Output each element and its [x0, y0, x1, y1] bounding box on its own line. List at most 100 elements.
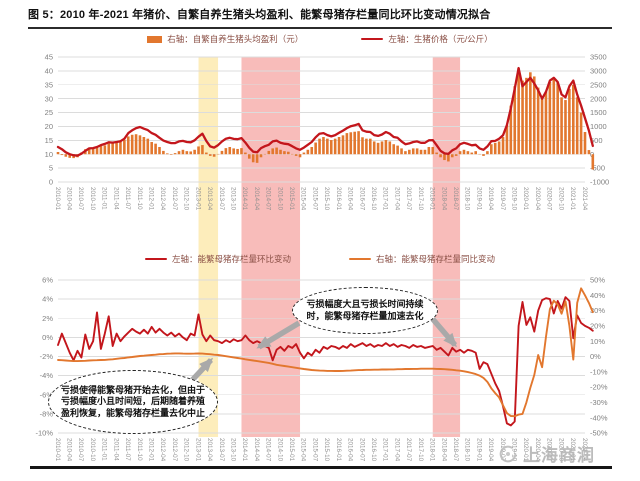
legend-label: 右轴：能繁母猪存栏量同比变动 — [376, 254, 496, 264]
svg-text:-50%: -50% — [590, 429, 608, 438]
svg-text:10%: 10% — [590, 337, 605, 346]
svg-text:2012-10: 2012-10 — [183, 438, 190, 462]
svg-text:2016-04: 2016-04 — [347, 187, 354, 211]
svg-text:2016-01: 2016-01 — [335, 187, 342, 211]
svg-text:2020-04: 2020-04 — [534, 187, 541, 211]
svg-text:2014-10: 2014-10 — [276, 438, 283, 462]
svg-text:2012-04: 2012-04 — [159, 438, 166, 462]
svg-text:0: 0 — [49, 178, 53, 187]
svg-text:2013-07: 2013-07 — [218, 438, 225, 462]
svg-text:2016-01: 2016-01 — [335, 438, 342, 462]
annotation-text: 亏损幅度大且亏损长时间持续时，能繁母猪存栏量加速去化 — [306, 299, 424, 321]
svg-text:2017-04: 2017-04 — [393, 187, 400, 211]
svg-text:2015-04: 2015-04 — [300, 438, 307, 462]
svg-text:2013-10: 2013-10 — [230, 187, 237, 211]
svg-text:2017-10: 2017-10 — [417, 187, 424, 211]
svg-text:2018-04: 2018-04 — [440, 438, 447, 462]
svg-text:2018-10: 2018-10 — [464, 187, 471, 211]
arrow-down-right-icon — [428, 315, 458, 348]
svg-text:2010-07: 2010-07 — [77, 438, 84, 462]
svg-text:0%: 0% — [42, 333, 53, 342]
svg-text:2014-04: 2014-04 — [253, 438, 260, 462]
legend-label: 右轴：自繁自养生猪头均盈利（元） — [167, 34, 304, 44]
svg-text:2010-10: 2010-10 — [89, 438, 96, 462]
svg-text:2017-04: 2017-04 — [393, 438, 400, 462]
svg-text:2019-04: 2019-04 — [487, 187, 494, 211]
svg-text:45: 45 — [45, 53, 53, 62]
svg-text:-4%: -4% — [40, 371, 54, 380]
svg-text:1500: 1500 — [590, 108, 607, 117]
svg-text:2014-07: 2014-07 — [265, 438, 272, 462]
legend-item-price: 左轴：生猪价格（元/公斤） — [361, 33, 493, 45]
svg-text:-30%: -30% — [590, 398, 608, 407]
svg-text:2018-07: 2018-07 — [452, 438, 459, 462]
figure-title: 图 5：2010 年-2021 年猪价、自繁自养生猪头均盈利、能繁母猪存栏量同比… — [28, 6, 612, 29]
svg-text:-10%: -10% — [590, 367, 608, 376]
svg-text:2010-04: 2010-04 — [66, 438, 73, 462]
svg-text:2010-04: 2010-04 — [66, 187, 73, 211]
svg-text:2018-10: 2018-10 — [464, 438, 471, 462]
svg-text:-40%: -40% — [590, 413, 608, 422]
svg-text:-2%: -2% — [40, 352, 54, 361]
svg-text:2018-07: 2018-07 — [452, 187, 459, 211]
svg-text:2020-07: 2020-07 — [546, 187, 553, 211]
svg-text:2017-01: 2017-01 — [382, 187, 389, 211]
annotation-callout-right: 亏损幅度大且亏损长时间持续时，能繁母猪存栏量加速去化 — [292, 287, 438, 334]
svg-text:30%: 30% — [590, 306, 605, 315]
svg-text:2019-07: 2019-07 — [499, 187, 506, 211]
svg-text:2016-10: 2016-10 — [370, 438, 377, 462]
svg-text:0%: 0% — [590, 352, 601, 361]
legend-label: 左轴：能繁母猪存栏量环比变动 — [171, 254, 291, 264]
bottom-chart-legend: 左轴：能繁母猪存栏量环比变动 右轴：能繁母猪存栏量同比变动 — [0, 253, 640, 265]
svg-text:2013-04: 2013-04 — [206, 187, 213, 211]
svg-text:2017-01: 2017-01 — [382, 438, 389, 462]
legend-label: 左轴：生猪价格（元/公斤） — [388, 34, 493, 44]
svg-text:2016-10: 2016-10 — [370, 187, 377, 211]
watermark-logo-icon — [499, 445, 517, 462]
svg-text:50%: 50% — [590, 276, 605, 285]
svg-text:2018-01: 2018-01 — [429, 438, 436, 462]
svg-text:40: 40 — [45, 66, 53, 75]
svg-text:5: 5 — [49, 164, 53, 173]
svg-text:2011-10: 2011-10 — [136, 438, 143, 461]
svg-text:2010-01: 2010-01 — [54, 187, 61, 211]
svg-text:4%: 4% — [42, 295, 53, 304]
highlight-bands — [198, 57, 461, 437]
svg-text:2019-10: 2019-10 — [511, 187, 518, 211]
svg-text:10: 10 — [45, 150, 53, 159]
svg-text:3000: 3000 — [590, 66, 607, 75]
top-chart: 45 40 35 30 25 20 15 10 5 0 3500 3000 2500 2000 1500 10… — [45, 53, 610, 211]
svg-text:2018-04: 2018-04 — [440, 187, 447, 211]
svg-text:-10%: -10% — [35, 429, 53, 438]
svg-text:-1000: -1000 — [590, 178, 609, 187]
svg-text:2013-10: 2013-10 — [230, 438, 237, 462]
bar-swatch-icon — [147, 35, 163, 43]
top-chart-legend: 右轴：自繁自养生猪头均盈利（元） 左轴：生猪价格（元/公斤） — [0, 33, 640, 45]
svg-text:2012-01: 2012-01 — [148, 187, 155, 211]
svg-text:2011-01: 2011-01 — [101, 187, 108, 210]
svg-text:2016-04: 2016-04 — [347, 438, 354, 462]
svg-text:2019-04: 2019-04 — [487, 438, 494, 462]
legend-item-profit: 右轴：自繁自养生猪头均盈利（元） — [147, 33, 303, 45]
svg-text:2012-07: 2012-07 — [171, 438, 178, 462]
bottom-divider — [30, 466, 612, 469]
svg-text:2016-07: 2016-07 — [358, 438, 365, 462]
svg-text:2015-04: 2015-04 — [300, 187, 307, 211]
svg-text:2012-01: 2012-01 — [148, 438, 155, 462]
svg-text:2011-04: 2011-04 — [112, 187, 119, 210]
svg-text:2011-04: 2011-04 — [112, 438, 119, 461]
svg-text:2021-01: 2021-01 — [569, 187, 576, 211]
legend-item-yoy: 右轴：能繁母猪存栏量同比变动 — [349, 253, 495, 265]
svg-text:40%: 40% — [590, 291, 605, 300]
svg-text:2015-10: 2015-10 — [323, 438, 330, 462]
svg-text:2013-04: 2013-04 — [206, 438, 213, 462]
svg-text:2010-01: 2010-01 — [54, 438, 61, 462]
svg-text:2011-10: 2011-10 — [136, 187, 143, 210]
svg-text:2015-10: 2015-10 — [323, 187, 330, 211]
svg-text:2010-07: 2010-07 — [77, 187, 84, 211]
svg-text:0: 0 — [590, 150, 594, 159]
svg-text:-20%: -20% — [590, 383, 608, 392]
svg-text:2016-07: 2016-07 — [358, 187, 365, 211]
svg-text:35: 35 — [45, 80, 53, 89]
